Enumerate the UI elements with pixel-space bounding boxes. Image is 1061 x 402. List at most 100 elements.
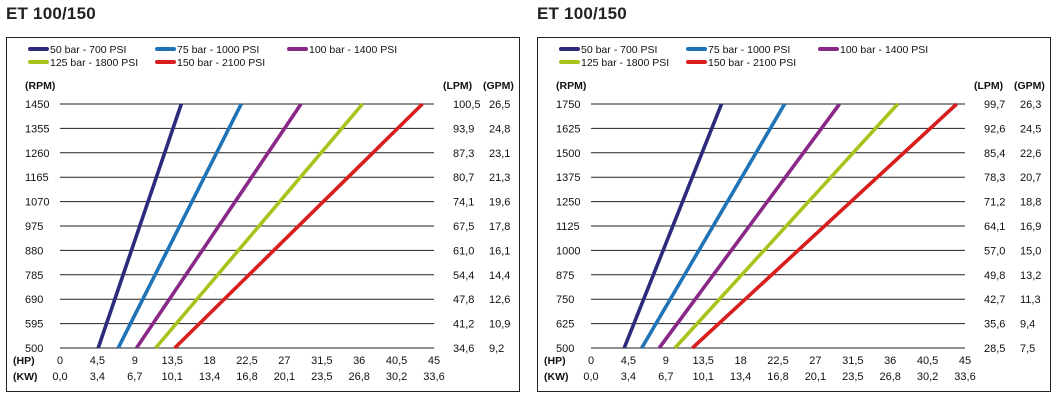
x-tick-label-hp: 40,5	[917, 355, 938, 367]
y-tick-label-gpm: 22,6	[1020, 148, 1041, 160]
y-tick-label-lpm: 99,7	[984, 99, 1005, 111]
x-tick-label-hp: 0	[57, 355, 63, 367]
y-tick-label-lpm: 100,5	[453, 99, 481, 111]
y-axis-label-rpm: (RPM)	[556, 80, 586, 92]
y-tick-label-rpm: 1260	[25, 148, 49, 160]
y-tick-label-gpm: 21,3	[489, 172, 510, 184]
x-tick-label-kw: 33,6	[423, 371, 444, 383]
y-tick-label-lpm: 47,8	[453, 294, 474, 306]
x-tick-label-kw: 23,5	[311, 371, 332, 383]
y-tick-label-lpm: 92,6	[984, 123, 1005, 135]
x-tick-label-hp: 18	[734, 355, 746, 367]
x-tick-label-kw: 10,1	[692, 371, 713, 383]
y-tick-label-gpm: 18,8	[1020, 197, 1041, 209]
x-tick-label-hp: 4,5	[621, 355, 636, 367]
x-tick-label-kw: 16,8	[767, 371, 788, 383]
x-tick-label-kw: 0,0	[583, 371, 598, 383]
y-tick-label-lpm: 71,2	[984, 197, 1005, 209]
y-tick-label-gpm: 14,4	[489, 270, 510, 282]
y-tick-label-gpm: 23,1	[489, 148, 510, 160]
y-tick-label-gpm: 24,5	[1020, 123, 1041, 135]
x-tick-label-hp: 9	[663, 355, 669, 367]
x-tick-label-kw: 6,7	[658, 371, 673, 383]
x-tick-label-hp: 27	[809, 355, 821, 367]
y-tick-label-gpm: 12,6	[489, 294, 510, 306]
y-tick-label-lpm: 57,0	[984, 245, 1005, 257]
x-tick-label-hp: 9	[132, 355, 138, 367]
x-tick-label-hp: 0	[588, 355, 594, 367]
y-tick-label-gpm: 15,0	[1020, 245, 1041, 257]
y-tick-label-rpm: 975	[25, 221, 43, 233]
x-tick-label-kw: 33,6	[954, 371, 975, 383]
legend-label: 50 bar - 700 PSI	[50, 44, 126, 56]
x-tick-label-hp: 13,5	[692, 355, 713, 367]
y-axis-label-gpm: (GPM)	[1014, 80, 1045, 92]
legend-label: 150 bar - 2100 PSI	[177, 57, 265, 69]
y-tick-label-gpm: 13,2	[1020, 270, 1041, 282]
x-tick-label-hp: 36	[884, 355, 896, 367]
chart-title: ET 100/150	[537, 4, 627, 23]
x-tick-label-kw: 23,5	[842, 371, 863, 383]
y-tick-label-lpm: 42,7	[984, 294, 1005, 306]
y-tick-label-gpm: 26,5	[489, 99, 510, 111]
y-tick-label-rpm: 750	[556, 294, 574, 306]
chart-frame	[537, 37, 1051, 392]
y-tick-label-gpm: 19,6	[489, 197, 510, 209]
series-line	[673, 102, 900, 350]
y-tick-label-rpm: 500	[556, 343, 574, 355]
y-tick-label-lpm: 87,3	[453, 148, 474, 160]
x-tick-label-kw: 30,2	[917, 371, 938, 383]
series-line	[96, 103, 184, 349]
y-tick-label-lpm: 93,9	[453, 123, 474, 135]
y-tick-label-rpm: 1450	[25, 99, 49, 111]
y-tick-label-rpm: 500	[25, 343, 43, 355]
x-tick-label-kw: 10,1	[161, 371, 182, 383]
y-tick-label-gpm: 20,7	[1020, 172, 1041, 184]
y-tick-label-gpm: 26,3	[1020, 99, 1041, 111]
y-tick-label-gpm: 9,4	[1020, 319, 1035, 331]
legend-label: 100 bar - 1400 PSI	[840, 44, 928, 56]
y-tick-label-lpm: 35,6	[984, 319, 1005, 331]
x-tick-label-kw: 26,8	[879, 371, 900, 383]
x-tick-label-hp: 18	[203, 355, 215, 367]
series-line	[135, 102, 303, 350]
y-tick-label-gpm: 11,3	[1020, 294, 1041, 306]
x-tick-label-hp: 13,5	[161, 355, 182, 367]
series-line	[622, 103, 724, 349]
x-tick-label-kw: 26,8	[348, 371, 369, 383]
y-tick-label-rpm: 1355	[25, 123, 49, 135]
y-tick-label-gpm: 7,5	[1020, 343, 1035, 355]
y-tick-label-rpm: 1375	[556, 172, 580, 184]
legend-label: 125 bar - 1800 PSI	[50, 57, 138, 69]
y-tick-label-gpm: 10,9	[489, 319, 510, 331]
y-tick-label-rpm: 1250	[556, 197, 580, 209]
chart-frame	[6, 37, 520, 392]
y-axis-label-rpm: (RPM)	[25, 80, 55, 92]
y-tick-label-rpm: 875	[556, 270, 574, 282]
y-axis-label-lpm: (LPM)	[974, 80, 1003, 92]
y-tick-label-rpm: 1125	[556, 221, 580, 233]
legend-label: 75 bar - 1000 PSI	[177, 44, 259, 56]
legend-label: 125 bar - 1800 PSI	[581, 57, 669, 69]
y-tick-label-lpm: 41,2	[453, 319, 474, 331]
x-axis-label-hp: (HP)	[544, 355, 566, 367]
y-tick-label-lpm: 64,1	[984, 221, 1005, 233]
x-tick-label-hp: 31,5	[311, 355, 332, 367]
x-axis-label-kw: (KW)	[13, 371, 38, 383]
y-tick-label-lpm: 61,0	[453, 245, 474, 257]
chart-panel-right: ET 100/150 50 bar - 700 PSI 75 bar - 1000…	[531, 0, 1055, 402]
chart-svg: 50 bar - 700 PSI 75 bar - 1000 PSI 100 bar…	[13, 44, 514, 383]
x-tick-label-kw: 3,4	[621, 371, 636, 383]
y-tick-label-gpm: 9,2	[489, 343, 504, 355]
y-tick-label-rpm: 1165	[25, 172, 49, 184]
series-line	[116, 103, 243, 349]
y-tick-label-rpm: 1750	[556, 99, 580, 111]
x-tick-label-kw: 20,1	[274, 371, 295, 383]
series-line	[173, 102, 424, 350]
x-tick-label-hp: 22,5	[236, 355, 257, 367]
x-tick-label-hp: 31,5	[842, 355, 863, 367]
y-tick-label-rpm: 1070	[25, 197, 49, 209]
y-tick-label-rpm: 690	[25, 294, 43, 306]
x-tick-label-kw: 16,8	[236, 371, 257, 383]
x-tick-label-hp: 4,5	[90, 355, 105, 367]
